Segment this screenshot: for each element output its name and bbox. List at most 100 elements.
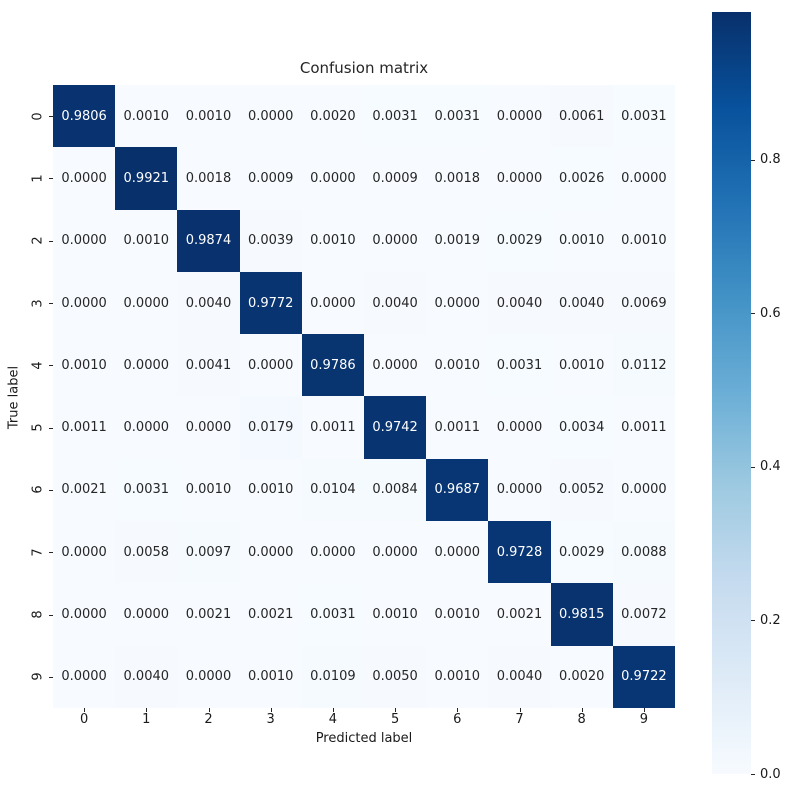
x-tick-mark <box>270 708 272 712</box>
x-tick-label: 5 <box>390 712 400 727</box>
heatmap-cell: 0.9772 <box>239 271 302 335</box>
heatmap-cell: 0.0010 <box>426 645 489 708</box>
heatmap-cell: 0.0019 <box>426 209 489 272</box>
heatmap-cell: 0.9806 <box>53 85 116 148</box>
heatmap-cell: 0.0000 <box>115 334 178 397</box>
heatmap-cell: 0.0069 <box>612 271 675 335</box>
heatmap-cell: 0.0020 <box>301 85 364 148</box>
heatmap-cell: 0.0011 <box>426 396 489 459</box>
x-tick-mark <box>519 708 521 712</box>
heatmap-cell: 0.0088 <box>612 521 675 584</box>
heatmap-cell: 0.0031 <box>612 85 675 148</box>
heatmap-cell: 0.0029 <box>488 209 551 272</box>
heatmap-cell: 0.0040 <box>364 271 427 335</box>
colorbar-tick-mark <box>751 620 755 622</box>
heatmap-cell: 0.0039 <box>239 209 302 272</box>
y-tick-mark <box>49 303 53 304</box>
heatmap-cell: 0.0031 <box>426 85 489 148</box>
heatmap-cell: 0.0000 <box>177 645 240 708</box>
x-tick-mark <box>84 708 86 712</box>
y-tick-mark <box>49 116 53 118</box>
heatmap-cell: 0.0000 <box>301 147 364 210</box>
y-tick-label: 5 <box>30 423 46 432</box>
x-tick-label: 7 <box>515 712 524 727</box>
heatmap-cell: 0.0040 <box>177 271 240 335</box>
heatmap-cell: 0.0000 <box>115 271 178 335</box>
heatmap-cell: 0.0040 <box>550 271 613 335</box>
heatmap-cell: 0.9722 <box>612 645 675 708</box>
x-tick-mark <box>146 708 148 712</box>
heatmap-cell: 0.0010 <box>239 645 302 708</box>
y-tick-label: 2 <box>30 236 46 245</box>
x-tick-label: 3 <box>266 712 275 727</box>
heatmap-cell: 0.0040 <box>488 271 551 335</box>
heatmap-cell: 0.0000 <box>488 396 551 459</box>
y-tick-mark <box>49 552 53 554</box>
heatmap-cell: 0.0034 <box>550 396 613 459</box>
heatmap-cell: 0.0000 <box>115 583 178 646</box>
heatmap-cell: 0.0020 <box>550 645 613 708</box>
x-tick-mark <box>208 708 210 712</box>
heatmap-cell: 0.0009 <box>364 147 427 210</box>
colorbar-tick-mark <box>751 313 755 315</box>
heatmap-cell: 0.0000 <box>53 271 116 335</box>
x-tick-mark <box>395 708 397 712</box>
heatmap-cell: 0.0010 <box>177 458 240 522</box>
colorbar-tick-label: 0.8 <box>760 152 781 167</box>
y-tick-label: 6 <box>30 485 46 495</box>
colorbar-gradient <box>712 12 751 774</box>
heatmap-cell: 0.9687 <box>426 458 489 522</box>
y-axis-label: True label <box>6 365 22 430</box>
heatmap-cell: 0.0072 <box>612 583 675 646</box>
heatmap-cell: 0.9728 <box>488 521 551 584</box>
y-tick-label: 0 <box>30 112 46 121</box>
colorbar-tick-label: 0.4 <box>760 459 781 475</box>
heatmap-cell: 0.0000 <box>53 147 116 210</box>
heatmap-cell: 0.0000 <box>426 521 489 584</box>
heatmap-cell: 0.0010 <box>550 334 613 397</box>
heatmap-cell: 0.0026 <box>550 147 613 210</box>
x-tick-mark <box>332 708 334 712</box>
heatmap-cell: 0.0112 <box>612 334 675 397</box>
heatmap-cell: 0.0021 <box>53 458 116 522</box>
heatmap-cell: 0.0040 <box>115 645 178 708</box>
colorbar-tick-mark <box>751 774 755 775</box>
heatmap-cell: 0.0011 <box>301 396 364 459</box>
x-tick-label: 9 <box>639 712 649 727</box>
x-tick-mark <box>581 708 583 712</box>
heatmap-cell: 0.0052 <box>550 458 613 522</box>
chart-title: Confusion matrix <box>299 59 429 77</box>
heatmap-cell: 0.0010 <box>364 583 427 646</box>
colorbar-tick-label: 0.0 <box>760 766 781 782</box>
y-tick-label: 3 <box>30 298 46 308</box>
heatmap-cell: 0.0000 <box>612 458 675 522</box>
heatmap-cell: 0.0010 <box>177 85 240 148</box>
x-axis-label: Predicted label <box>315 731 413 746</box>
heatmap-cell: 0.0000 <box>488 458 551 522</box>
heatmap-cell: 0.0031 <box>488 334 551 397</box>
y-tick-mark <box>49 427 53 429</box>
x-tick-label: 8 <box>577 712 586 727</box>
x-tick-label: 4 <box>328 712 338 727</box>
heatmap-grid: 0.9806 0.0010 0.0010 0.0000 0.0020 0.0031 0.00… <box>53 85 675 708</box>
heatmap-cell: 0.0179 <box>239 396 302 459</box>
heatmap-cell: 0.0021 <box>239 583 302 646</box>
colorbar-tick-label: 0.6 <box>760 305 781 321</box>
heatmap-cell: 0.0011 <box>53 396 116 459</box>
x-tick-mark <box>457 708 459 712</box>
heatmap-cell: 0.0000 <box>53 209 116 272</box>
heatmap-cell: 0.0009 <box>239 147 302 210</box>
heatmap-cell: 0.0109 <box>301 645 364 708</box>
heatmap-cell: 0.0018 <box>426 147 489 210</box>
heatmap-cell: 0.0040 <box>488 645 551 708</box>
heatmap-cell: 0.0021 <box>488 583 551 646</box>
heatmap-cell: 0.0021 <box>177 583 240 646</box>
heatmap-cell: 0.0031 <box>364 85 427 148</box>
heatmap-cell: 0.0031 <box>115 458 178 522</box>
heatmap-cell: 0.0010 <box>239 458 302 522</box>
heatmap-cell: 0.0000 <box>364 334 427 397</box>
y-tick-mark <box>49 676 53 678</box>
heatmap-cell: 0.0061 <box>550 85 613 148</box>
y-tick-label: 9 <box>30 672 46 682</box>
heatmap-cell: 0.0031 <box>301 583 364 646</box>
